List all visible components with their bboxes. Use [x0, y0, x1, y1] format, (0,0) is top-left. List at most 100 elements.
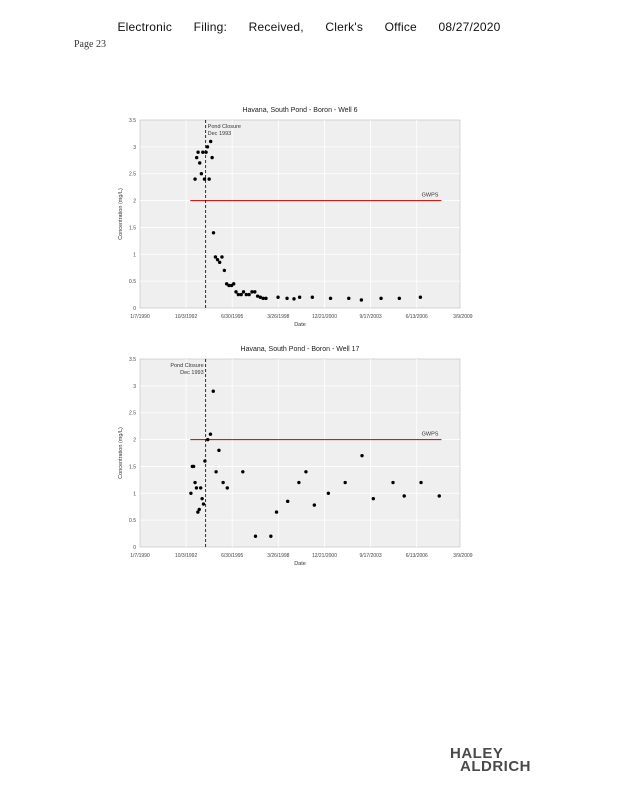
y-tick-label: 3.5 [129, 118, 136, 124]
data-point [197, 507, 201, 512]
x-tick-label: 10/3/1992 [175, 314, 197, 320]
chart-well-6-svg: 0 0.5 1 1.5 2 2.5 3 3.5 1/7/1990 10/3/1992 6/30/19… [118, 107, 473, 328]
data-point [292, 297, 296, 301]
pond-closure-label: Pond Closure [208, 124, 241, 130]
y-tick-label: 2 [133, 199, 136, 205]
filing-header: Electronic Filing: Received, Clerk's Off… [0, 20, 618, 34]
data-point [312, 503, 317, 507]
data-point [201, 150, 205, 154]
chart-well-17-svg: 0 0.5 1 1.5 2 2.5 3 3.5 1/7/1990 10/3/1992 6/30/19… [118, 346, 473, 567]
x-tick-label: 6/13/2006 [406, 314, 428, 320]
y-axis-label: Concentration (mg/L) [118, 188, 124, 240]
data-point [419, 480, 423, 485]
data-point [297, 295, 302, 299]
data-point [239, 292, 243, 297]
data-point [247, 292, 251, 297]
x-axis-label: Date [294, 561, 306, 567]
data-point [328, 296, 333, 301]
data-point [194, 155, 199, 160]
data-point [437, 494, 441, 498]
data-point [255, 294, 260, 298]
y-axis-label: Concentration (mg/L) [118, 427, 124, 479]
x-tick-label: 9/17/2003 [359, 553, 381, 559]
gwps-label: GWPS [422, 193, 439, 199]
y-tick-label: 0 [133, 306, 136, 312]
plot-area [139, 119, 461, 309]
x-tick-label: 12/21/2000 [312, 553, 337, 559]
data-point [397, 296, 402, 301]
header-part: Filing: [193, 20, 228, 34]
data-point [213, 255, 218, 259]
data-point [206, 437, 210, 442]
x-tick-label: 3/26/1998 [267, 553, 289, 559]
data-point [236, 292, 241, 297]
pond-closure-label: Pond Closure [170, 363, 203, 369]
data-point [231, 282, 236, 286]
data-point [227, 283, 231, 288]
data-point [418, 295, 423, 299]
data-point [360, 453, 364, 458]
y-tick-label: 3.5 [129, 357, 136, 363]
data-point [220, 255, 224, 259]
y-tick-label: 1.5 [129, 225, 136, 231]
y-tick-label: 1.5 [129, 464, 136, 470]
data-point [285, 296, 289, 301]
data-point [211, 389, 215, 393]
x-tick-label: 3/9/2009 [453, 314, 473, 320]
y-tick-label: 2.5 [129, 411, 136, 417]
data-point [217, 260, 222, 265]
header-part: Clerk's [325, 20, 364, 34]
data-point [200, 496, 204, 501]
y-tick-label: 0.5 [129, 279, 136, 285]
data-point [201, 502, 206, 506]
data-point [285, 499, 290, 504]
gwps-label: GWPS [422, 432, 439, 438]
x-tick-label: 1/7/1990 [130, 314, 150, 320]
data-point [211, 231, 216, 235]
header-date: 08/27/2020 [438, 20, 501, 34]
data-point [310, 295, 315, 299]
x-tick-label: 12/21/2000 [312, 314, 337, 320]
y-tick-label: 1 [133, 252, 136, 258]
chart-title: Havana, South Pond - Boron - Well 6 [242, 107, 357, 114]
data-point [222, 268, 227, 273]
data-point [193, 177, 197, 181]
y-tick-label: 3 [133, 384, 136, 390]
data-point [241, 290, 246, 294]
y-tick-label: 2.5 [129, 172, 136, 178]
data-point [196, 510, 200, 514]
data-point [196, 150, 200, 154]
x-tick-label: 1/7/1990 [130, 553, 150, 559]
data-point [304, 470, 308, 474]
data-point [203, 459, 207, 463]
data-point [391, 480, 395, 485]
data-point [253, 290, 257, 294]
header-part: Electronic [117, 20, 173, 34]
x-tick-label: 6/30/1995 [221, 553, 243, 559]
haley-aldrich-logo: HALEY ALDRICH [447, 745, 557, 779]
x-tick-label: 3/9/2009 [453, 553, 473, 559]
data-point [221, 480, 225, 485]
data-point [225, 486, 229, 490]
data-point [379, 296, 383, 301]
data-point [253, 534, 258, 538]
data-point [210, 155, 214, 160]
chart-well-6: 0 0.5 1 1.5 2 2.5 3 3.5 1/7/1990 10/3/1992 6/30/19… [110, 98, 480, 338]
y-tick-label: 0 [133, 545, 136, 551]
data-point [359, 298, 364, 302]
data-point [264, 296, 268, 301]
pond-closure-label: Dec 1993 [180, 370, 204, 376]
data-point [208, 139, 213, 144]
x-tick-label: 3/26/1998 [267, 314, 289, 320]
data-point [234, 290, 238, 294]
data-point [193, 480, 197, 485]
data-point [326, 491, 331, 495]
data-point [343, 480, 347, 485]
x-tick-label: 6/13/2006 [406, 553, 428, 559]
data-point [274, 510, 279, 514]
x-tick-label: 9/17/2003 [359, 314, 381, 320]
data-point [208, 432, 213, 436]
data-point [194, 486, 199, 490]
data-point [205, 145, 210, 149]
data-point [269, 534, 273, 538]
